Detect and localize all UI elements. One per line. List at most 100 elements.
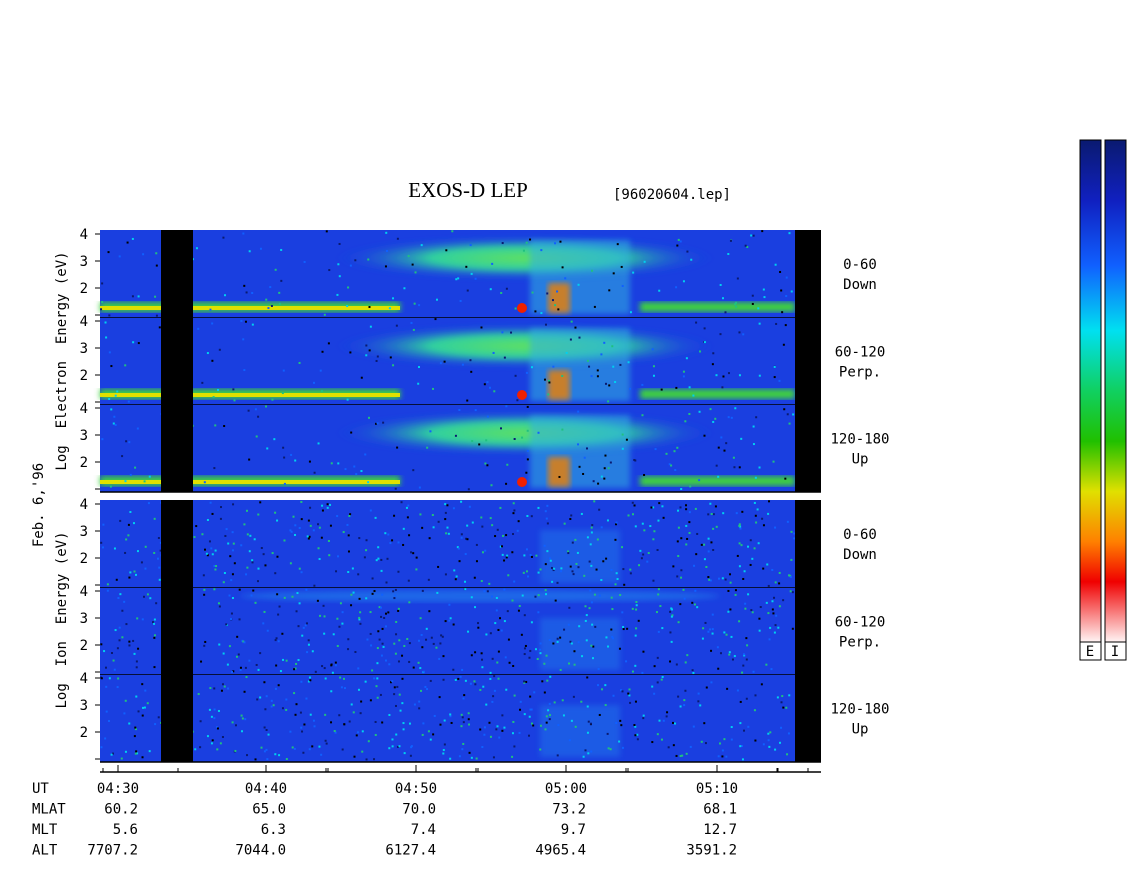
spectrogram-noise	[638, 564, 641, 567]
spectrogram-noise	[591, 524, 594, 527]
spectrogram-noise	[505, 534, 508, 537]
spectrogram-noise	[717, 667, 720, 670]
spectrogram-noise	[324, 677, 327, 680]
spectrogram-noise	[762, 288, 765, 291]
spectrogram-noise	[513, 745, 516, 748]
spectrogram-noise	[762, 567, 765, 570]
spectrogram-noise	[707, 537, 710, 540]
spectrogram-noise	[548, 718, 551, 721]
spectrogram-noise	[393, 642, 396, 645]
spectrogram-noise	[615, 572, 618, 575]
spectrogram-noise	[625, 438, 628, 441]
spectrogram-noise	[489, 386, 492, 389]
spectrogram-noise	[656, 681, 659, 684]
spectrogram-noise	[353, 755, 356, 758]
ephemeris-value: 65.0	[252, 802, 286, 818]
y-tick-label: 3	[80, 254, 88, 270]
y-tick-label: 4	[80, 584, 88, 600]
spectrogram-noise	[467, 718, 470, 721]
spectrogram-noise	[489, 671, 492, 674]
spectrogram-noise	[468, 505, 471, 508]
spectrogram-noise	[602, 560, 605, 563]
spectrogram-noise	[357, 573, 360, 576]
spectrogram-noise	[623, 583, 626, 586]
spectrogram-noise	[561, 374, 564, 377]
y-tick-label: 3	[80, 428, 88, 444]
spectrogram-noise	[262, 622, 265, 625]
spectrogram-noise	[305, 622, 308, 625]
spectrogram-noise	[285, 758, 288, 761]
spectrogram-noise	[704, 621, 707, 624]
spectrogram-noise	[215, 565, 218, 568]
spectrogram-noise	[738, 542, 741, 545]
spectrogram-noise	[486, 590, 489, 593]
spectrogram-noise	[334, 664, 337, 667]
spectrogram-noise	[773, 365, 776, 368]
spectrogram-noise	[637, 619, 640, 622]
spectrogram-noise	[735, 305, 738, 308]
spectrogram-noise	[654, 448, 657, 451]
spectrogram-noise	[154, 295, 157, 298]
spectrogram-noise	[738, 466, 741, 469]
spectrogram-noise	[377, 630, 380, 633]
spectrogram-noise	[724, 578, 727, 581]
spectrogram-noise	[732, 456, 735, 459]
spectrogram-noise	[489, 288, 492, 291]
data-gap	[161, 318, 193, 405]
spectrogram-noise	[750, 234, 753, 237]
spectrogram-noise	[133, 735, 136, 738]
spectrogram-noise	[121, 609, 124, 612]
spectrogram-noise	[685, 752, 688, 755]
spectrogram-noise	[294, 667, 297, 670]
spectrogram-noise	[607, 467, 610, 470]
spectrogram-noise	[567, 550, 570, 553]
spectrogram-noise	[545, 593, 548, 596]
spectrogram-noise	[661, 627, 664, 630]
spectrogram-noise	[629, 701, 632, 704]
spectrogram-noise	[543, 662, 546, 665]
spectrogram-noise	[517, 520, 520, 523]
spectrogram-noise	[688, 511, 691, 514]
spectrogram-noise	[705, 686, 708, 689]
spectrogram-noise	[211, 359, 214, 362]
spectrogram-noise	[479, 728, 482, 731]
spectrogram-noise	[677, 526, 680, 529]
spectrogram-noise	[746, 644, 749, 647]
spectrogram-noise	[691, 601, 694, 604]
spectrogram-noise	[442, 678, 445, 681]
spectrogram-noise	[597, 684, 600, 687]
spectrogram-feature	[640, 302, 795, 312]
spectrogram-noise	[686, 654, 689, 657]
spectrogram-noise	[741, 671, 744, 674]
time-label: 04:30	[97, 781, 139, 797]
spectrogram-noise	[248, 550, 251, 553]
spectrogram-noise	[635, 601, 638, 604]
spectrogram-noise	[568, 662, 571, 665]
spectrogram-noise	[100, 643, 103, 646]
spectrogram-noise	[468, 751, 471, 754]
spectrogram-noise	[598, 594, 601, 597]
spectrogram-noise	[529, 708, 532, 711]
spectrogram-noise	[222, 236, 225, 239]
spectrogram-noise	[697, 692, 700, 695]
spectrogram-noise	[214, 568, 217, 571]
spectrogram-noise	[146, 593, 149, 596]
spectrogram-noise	[734, 589, 737, 592]
spectrogram-noise	[456, 546, 459, 549]
spectrogram-noise	[245, 509, 248, 512]
spectrogram-noise	[715, 525, 718, 528]
spectrogram-noise	[744, 607, 747, 610]
spectrogram-noise	[376, 662, 379, 665]
spectrogram-noise	[785, 706, 788, 709]
spectrogram-noise	[539, 748, 542, 751]
spectrogram-noise	[412, 552, 415, 555]
spectrogram-noise	[556, 637, 559, 640]
spectrogram-noise	[240, 319, 243, 322]
spectrogram-noise	[127, 400, 130, 403]
spectrogram-panel	[100, 588, 821, 675]
spectrogram-noise	[117, 597, 120, 600]
spectrogram-noise	[342, 531, 345, 534]
spectrogram-noise	[402, 543, 405, 546]
spectrogram-noise	[356, 731, 359, 734]
spectrogram-noise	[141, 756, 144, 759]
